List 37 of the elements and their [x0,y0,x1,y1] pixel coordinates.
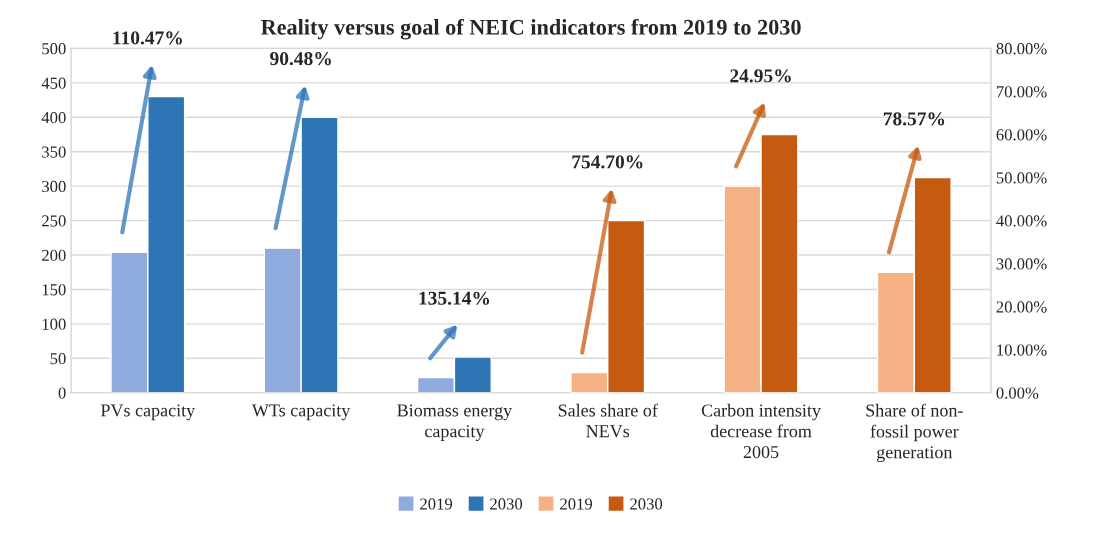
legend-label: 2019 [560,498,593,510]
y-tick-label: 350 [42,146,66,158]
annotation: 78.57% [883,112,945,126]
y-tick-label: 400 [41,111,66,124]
y-tick-label: 450 [41,77,66,89]
x-tick-label: Sales share of NEVs [558,403,658,438]
y-tick-label: 300 [42,180,66,193]
legend-label: 2030 [490,498,523,510]
y-tick-label: 50 [50,353,66,365]
y-tick-label: 150 [42,284,66,296]
chart-title: Reality versus goal of NEIC indicators from 2019 to 2030 [260,18,801,40]
annotation: 754.70% [572,155,643,169]
y2-tick-label: 20.00% [996,301,1047,313]
legend-label: 2030 [630,498,663,510]
annotation: 24.95% [730,69,791,83]
y2-tick-label: 40.00% [996,215,1047,227]
x-tick-label: Share of non- fossil power generation [866,403,963,463]
y2-tick-label: 10.00% [997,344,1047,356]
y-tick-label: 200 [42,249,66,261]
y-tick-label: 100 [42,318,66,330]
annotation: 90.48% [270,52,331,66]
x-tick-label: Biomass energy capacity [397,404,513,442]
x-tick-label: Carbon intensity decrease from 2005 [701,403,821,459]
x-tick-label: PVs capacity [100,404,196,421]
y-tick-label: 0 [58,387,66,399]
y2-tick-label: 80.00% [996,43,1047,55]
y-tick-label: 500 [42,43,66,55]
y2-tick-label: 70.00% [996,86,1047,98]
y2-tick-label: 60.00% [996,129,1047,141]
y2-tick-label: 0.00% [996,387,1039,399]
y2-tick-label: 50.00% [996,172,1047,184]
annotation: 110.47% [113,31,182,45]
x-tick-label: WTs capacity [251,404,351,421]
y-tick-label: 250 [42,215,66,227]
legend-label: 2019 [420,498,453,510]
y2-tick-label: 30.00% [996,258,1047,270]
annotation: 135.14% [419,291,490,305]
